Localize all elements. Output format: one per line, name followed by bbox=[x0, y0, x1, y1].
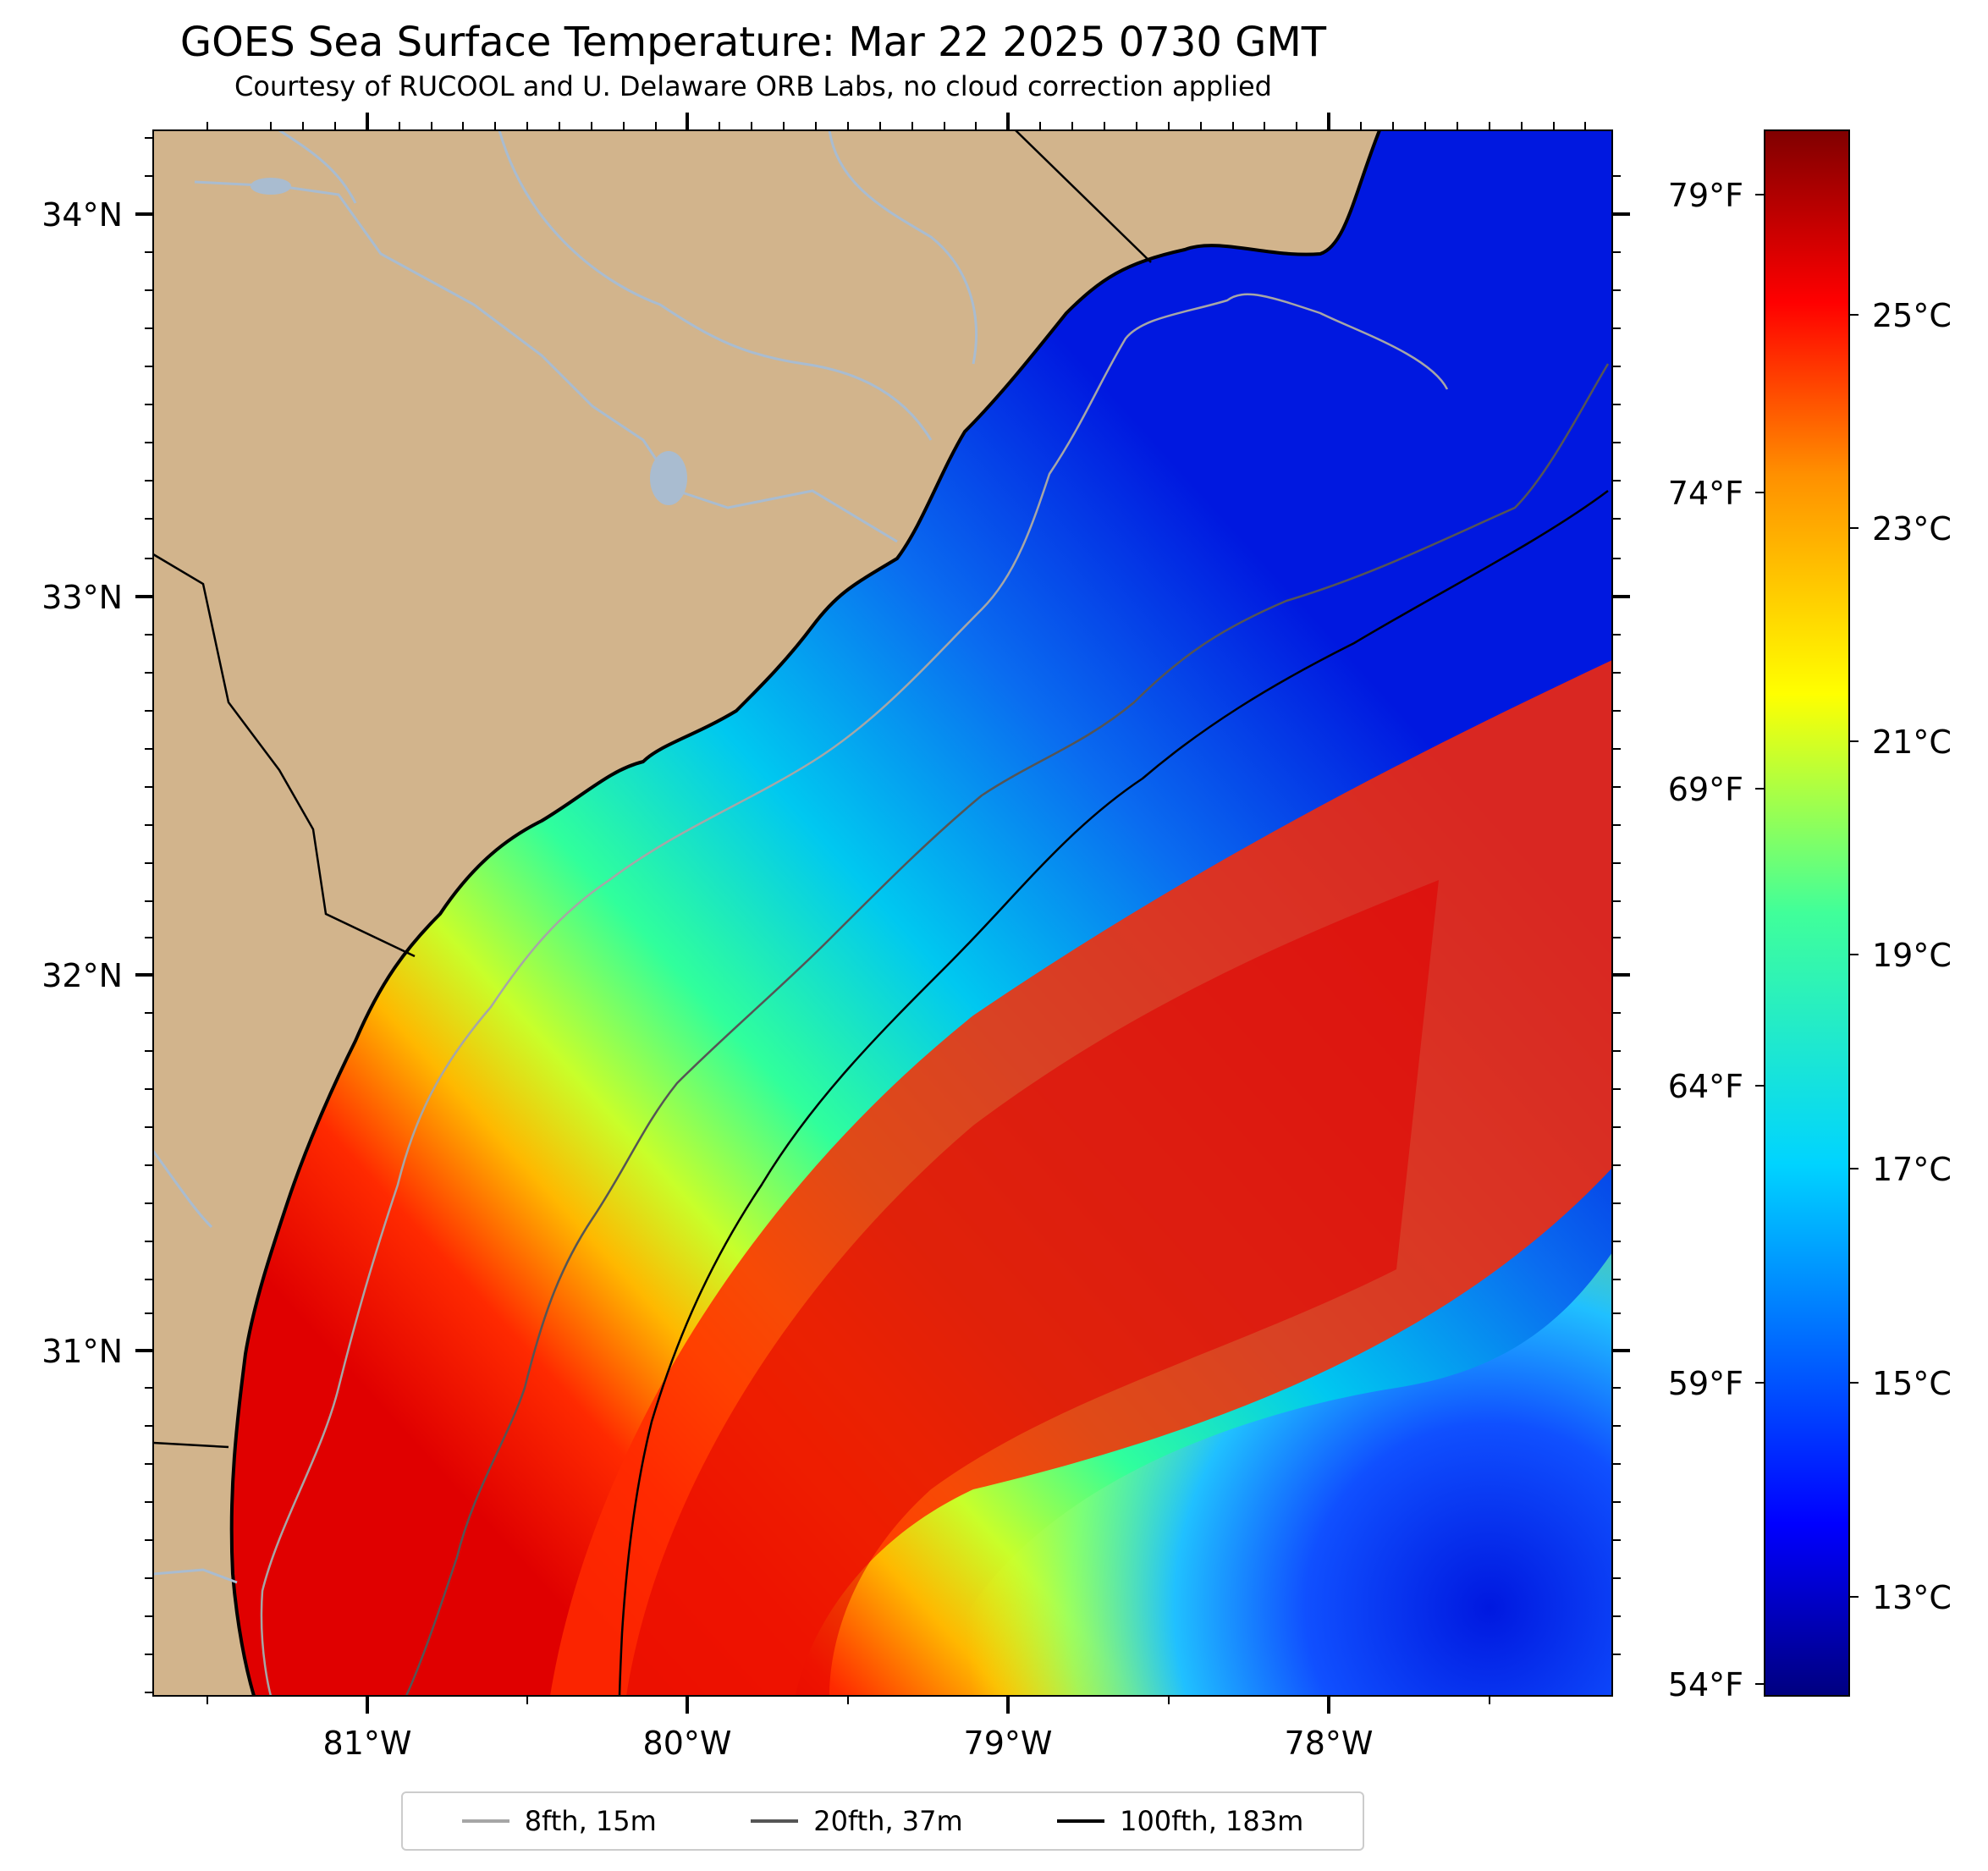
page-subtitle: Courtesy of RUCOOL and U. Delaware ORB L… bbox=[234, 70, 1272, 102]
river bbox=[278, 130, 357, 204]
river bbox=[153, 1150, 213, 1229]
celsius-label-23: 23°C bbox=[1872, 510, 1952, 548]
river bbox=[828, 130, 977, 365]
lake bbox=[650, 451, 687, 505]
legend-swatch-20fth bbox=[751, 1819, 799, 1823]
legend-item-8fth: 8fth, 15m bbox=[461, 1805, 657, 1837]
isobath-8fth bbox=[260, 293, 1449, 1696]
celsius-label-25: 25°C bbox=[1872, 297, 1952, 334]
isobath-100fth bbox=[618, 489, 1609, 1696]
sst-field bbox=[153, 130, 1612, 1696]
state-border-nc-sc bbox=[1015, 130, 1152, 263]
coastline bbox=[229, 130, 1381, 1696]
lat-label-32n: 32°N bbox=[41, 957, 123, 994]
lon-minor-ticks bbox=[207, 122, 1586, 1704]
lon-label-78w: 78°W bbox=[1285, 1725, 1374, 1762]
colorbar bbox=[1764, 129, 1850, 1697]
land-area bbox=[153, 130, 1379, 1696]
gulf-stream-hot-band bbox=[626, 880, 1439, 1696]
lon-major-ticks bbox=[366, 113, 1330, 1714]
lat-major-ticks bbox=[135, 212, 1630, 1352]
lat-label-31n: 31°N bbox=[41, 1333, 123, 1370]
celsius-label-17: 17°C bbox=[1872, 1151, 1952, 1188]
lon-label-79w: 79°W bbox=[964, 1725, 1053, 1762]
isobath-legend: 8fth, 15m 20fth, 37m 100fth, 183m bbox=[401, 1791, 1364, 1851]
plot-frame bbox=[152, 129, 1613, 1697]
legend-swatch-8fth bbox=[461, 1819, 509, 1823]
legend-item-100fth: 100fth, 183m bbox=[1057, 1805, 1303, 1837]
river bbox=[194, 180, 898, 543]
legend-label-100fth: 100fth, 183m bbox=[1120, 1805, 1304, 1837]
celsius-ticks bbox=[1849, 314, 1859, 1598]
lake bbox=[251, 178, 291, 195]
fahrenheit-label-69: 69°F bbox=[1668, 771, 1743, 808]
lat-label-33n: 33°N bbox=[41, 579, 123, 616]
celsius-label-13: 13°C bbox=[1872, 1579, 1952, 1616]
fahrenheit-label-79: 79°F bbox=[1668, 177, 1743, 214]
state-border-ga-fl bbox=[153, 1441, 229, 1449]
lat-minor-ticks bbox=[145, 137, 1621, 1693]
lat-label-34n: 34°N bbox=[41, 196, 123, 234]
celsius-label-21: 21°C bbox=[1872, 724, 1952, 761]
river bbox=[498, 130, 933, 441]
fahrenheit-ticks bbox=[1755, 194, 1765, 1685]
state-border-sc-ga bbox=[153, 553, 416, 958]
legend-label-20fth: 20fth, 37m bbox=[813, 1805, 963, 1837]
fahrenheit-label-59: 59°F bbox=[1668, 1365, 1743, 1402]
fahrenheit-label-54: 54°F bbox=[1668, 1666, 1743, 1703]
legend-swatch-100fth bbox=[1057, 1819, 1105, 1823]
lon-label-80w: 80°W bbox=[643, 1725, 732, 1762]
page-title: GOES Sea Surface Temperature: Mar 22 202… bbox=[179, 19, 1327, 66]
celsius-label-19: 19°C bbox=[1872, 937, 1952, 974]
legend-item-20fth: 20fth, 37m bbox=[751, 1805, 963, 1837]
isobath-20fth bbox=[405, 363, 1610, 1696]
legend-label-8fth: 8fth, 15m bbox=[524, 1805, 657, 1837]
celsius-label-15: 15°C bbox=[1872, 1365, 1952, 1402]
fahrenheit-label-64: 64°F bbox=[1668, 1068, 1743, 1105]
southern-cold-patch bbox=[931, 1252, 1612, 1696]
river bbox=[153, 1568, 238, 1584]
fahrenheit-label-74: 74°F bbox=[1668, 475, 1743, 512]
lon-label-81w: 81°W bbox=[323, 1725, 412, 1762]
